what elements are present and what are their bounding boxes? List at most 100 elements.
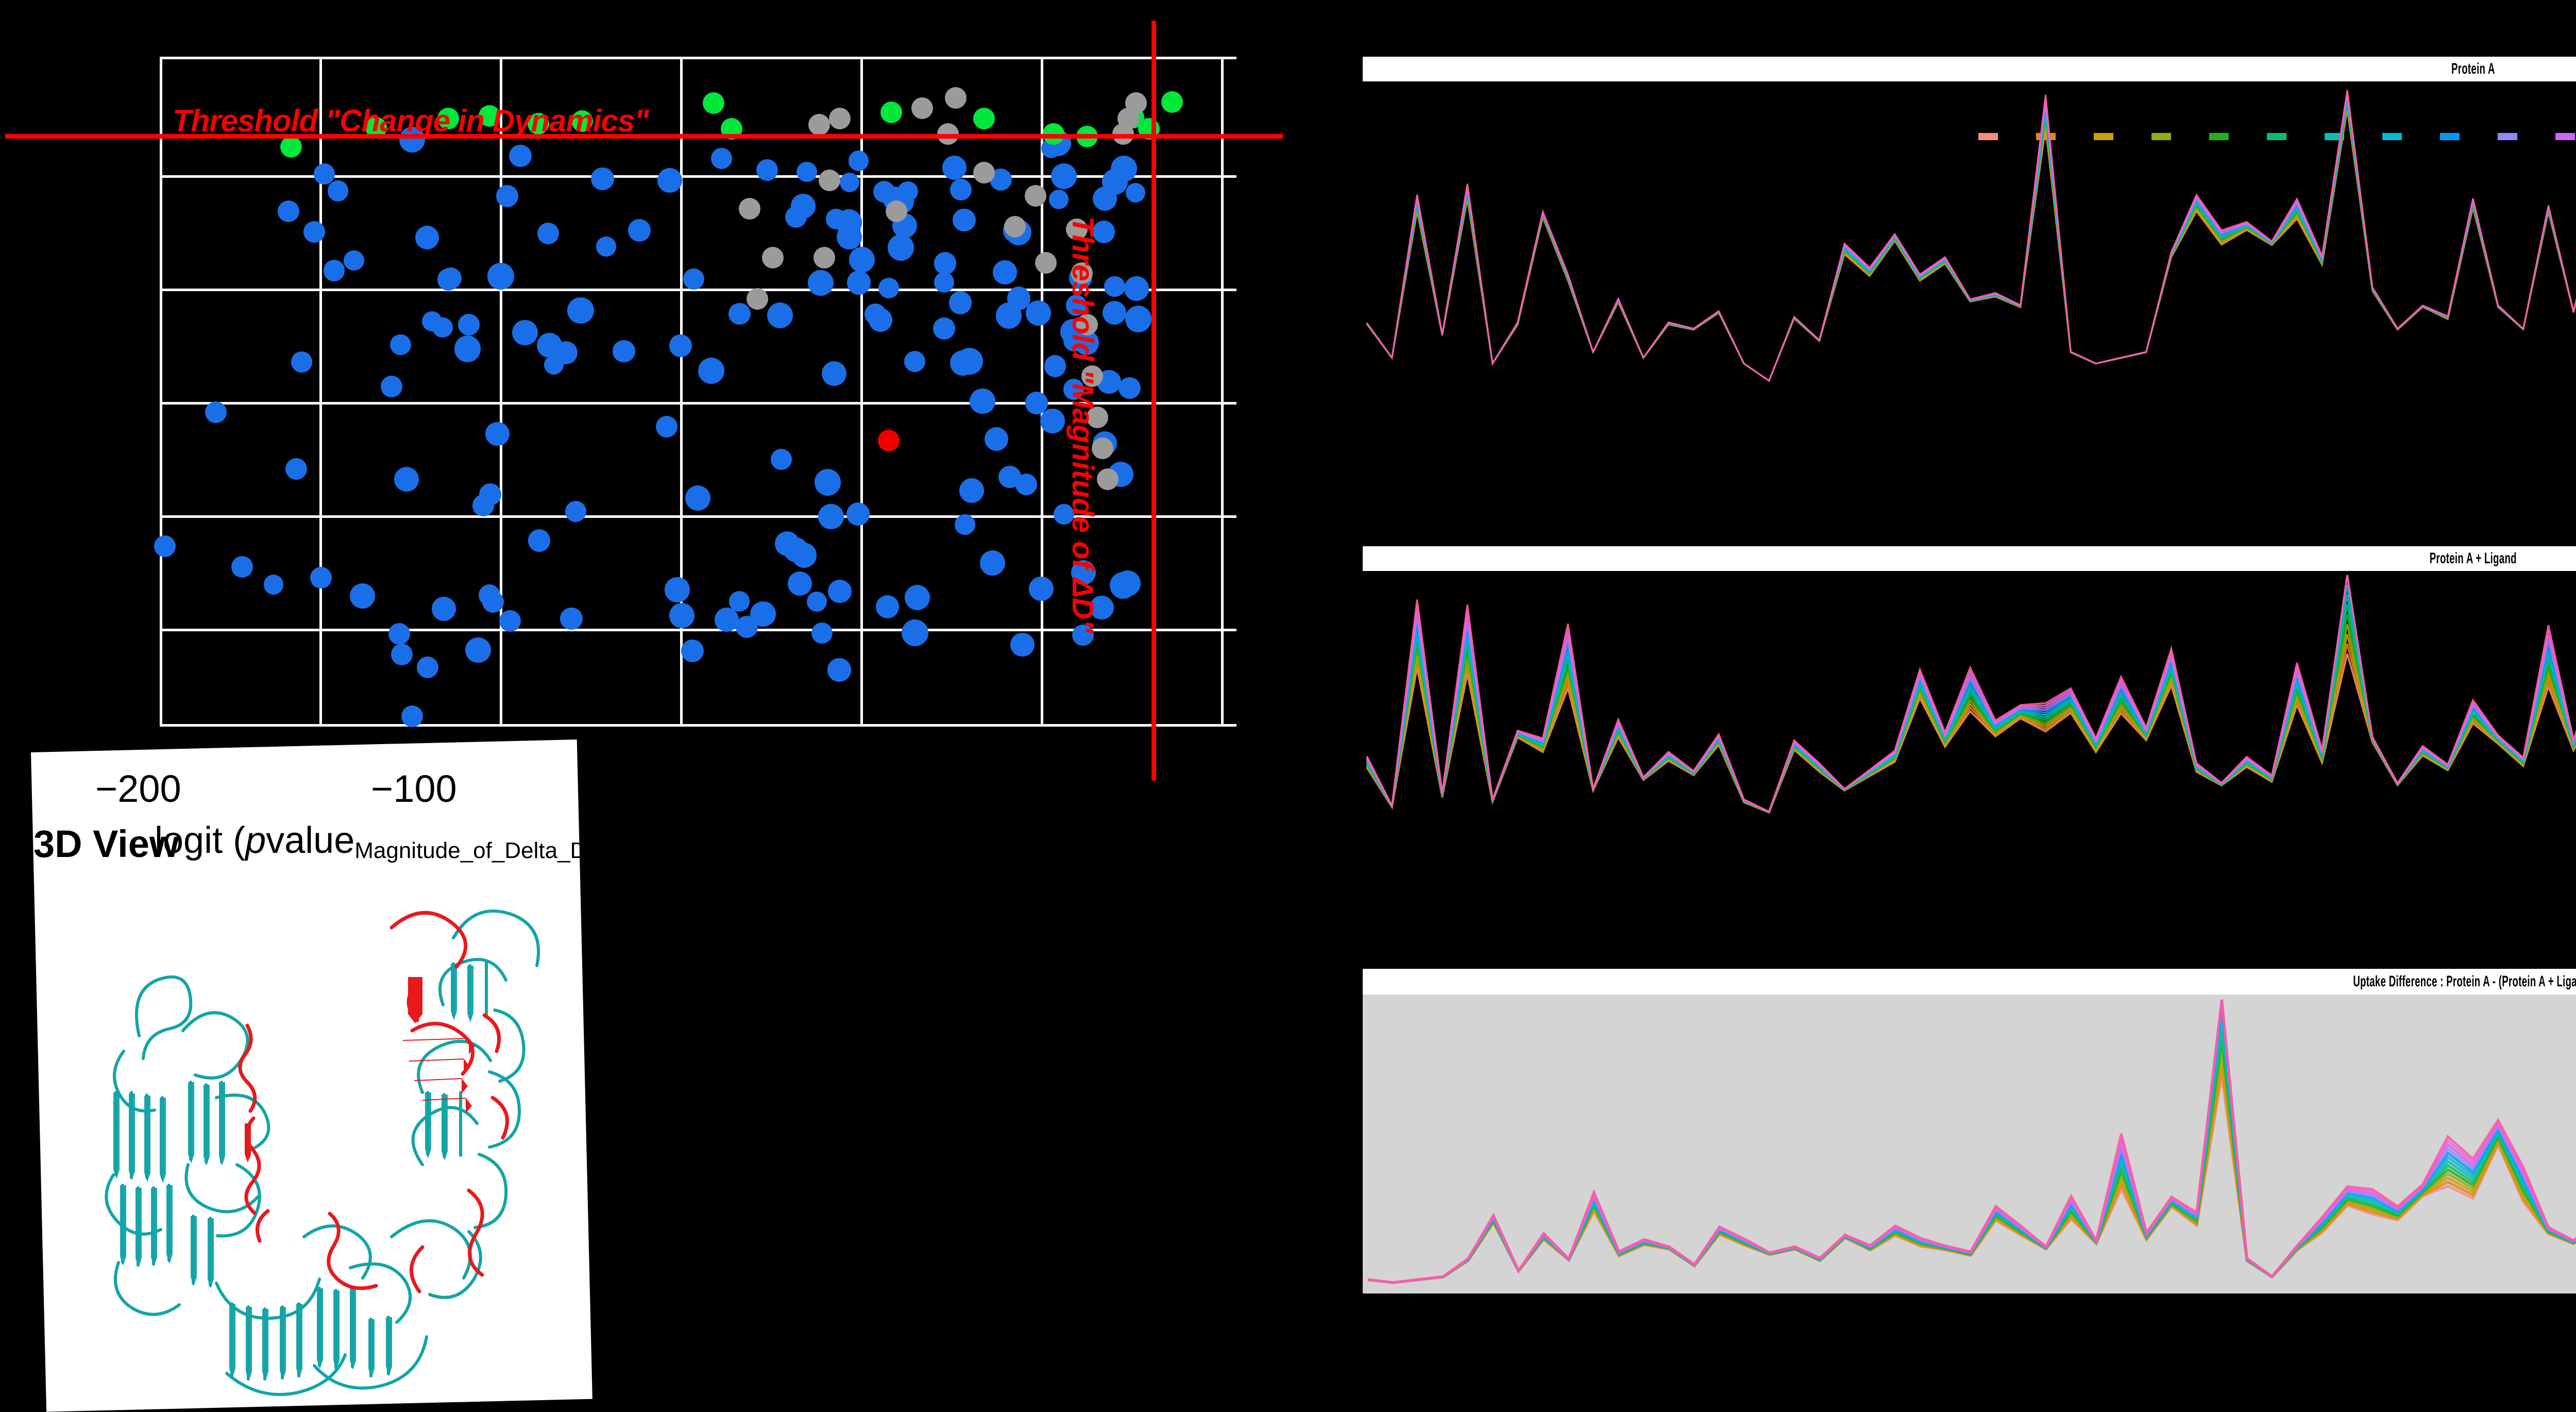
- volcano-point[interactable]: [1044, 355, 1066, 377]
- volcano-point[interactable]: [496, 184, 518, 207]
- volcano-point[interactable]: [703, 92, 724, 114]
- volcano-point[interactable]: [1118, 377, 1141, 399]
- volcano-point[interactable]: [528, 113, 549, 135]
- volcano-point[interactable]: [796, 161, 817, 182]
- volcano-point[interactable]: [285, 458, 307, 480]
- volcano-point[interactable]: [381, 376, 402, 397]
- volcano-point[interactable]: [350, 583, 376, 609]
- volcano-point[interactable]: [1063, 379, 1084, 400]
- volcano-point[interactable]: [808, 114, 830, 136]
- volcano-point[interactable]: [814, 247, 835, 268]
- volcano-point[interactable]: [528, 529, 550, 552]
- volcano-point[interactable]: [839, 172, 860, 193]
- volcano-point[interactable]: [808, 270, 834, 296]
- volcano-point[interactable]: [911, 97, 933, 119]
- volcano-point[interactable]: [747, 288, 768, 310]
- volcano-point[interactable]: [942, 156, 967, 180]
- volcano-point[interactable]: [613, 340, 635, 362]
- volcano-point[interactable]: [591, 167, 614, 191]
- volcano-point[interactable]: [979, 550, 1006, 576]
- volcano-point[interactable]: [973, 108, 995, 129]
- legend-swatch[interactable]: [2267, 133, 2286, 140]
- legend-swatch[interactable]: [2151, 133, 2171, 140]
- volcano-point[interactable]: [959, 478, 984, 503]
- volcano-point[interactable]: [846, 502, 870, 526]
- volcano-point[interactable]: [344, 250, 364, 271]
- volcano-point[interactable]: [509, 144, 532, 167]
- volcano-point[interactable]: [454, 335, 481, 362]
- volcano-point[interactable]: [904, 350, 926, 372]
- legend-swatch[interactable]: [2382, 133, 2402, 140]
- volcano-point[interactable]: [973, 162, 995, 183]
- volcano-point[interactable]: [1025, 185, 1046, 207]
- volcano-point[interactable]: [485, 422, 510, 446]
- volcano-point[interactable]: [537, 222, 560, 245]
- volcano-point[interactable]: [440, 267, 462, 289]
- volcano-point[interactable]: [880, 102, 902, 123]
- volcano-point[interactable]: [431, 596, 456, 621]
- volcano-point[interactable]: [934, 272, 954, 293]
- volcano-point[interactable]: [1040, 409, 1065, 433]
- protein-ribbon-structure[interactable]: [62, 876, 556, 1397]
- volcano-point[interactable]: [806, 592, 827, 612]
- volcano-point[interactable]: [698, 357, 724, 384]
- volcano-point[interactable]: [934, 252, 957, 275]
- volcano-point[interactable]: [728, 591, 750, 612]
- volcano-point[interactable]: [1025, 392, 1048, 415]
- volcano-point[interactable]: [499, 610, 521, 632]
- volcano-point[interactable]: [544, 355, 564, 375]
- volcano-point[interactable]: [897, 181, 918, 201]
- volcano-point[interactable]: [878, 430, 900, 451]
- volcano-point[interactable]: [685, 485, 711, 511]
- volcano-point[interactable]: [399, 126, 426, 153]
- volcano-point[interactable]: [1035, 252, 1057, 274]
- volcano-point[interactable]: [458, 314, 480, 335]
- volcano-point[interactable]: [310, 567, 332, 589]
- volcano-point[interactable]: [1010, 632, 1035, 657]
- volcano-point[interactable]: [437, 108, 459, 129]
- volcano-point[interactable]: [815, 469, 841, 496]
- volcano-point[interactable]: [1161, 91, 1183, 113]
- volcano-point[interactable]: [821, 361, 847, 386]
- volcano-point[interactable]: [956, 348, 983, 375]
- volcano-point[interactable]: [819, 170, 840, 191]
- volcano-point[interactable]: [953, 208, 976, 232]
- legend-swatch[interactable]: [2498, 133, 2517, 140]
- volcano-point[interactable]: [390, 334, 411, 356]
- volcano-point[interactable]: [512, 320, 538, 346]
- volcano-point[interactable]: [323, 260, 345, 281]
- legend-swatch[interactable]: [1978, 133, 1998, 140]
- volcano-point[interactable]: [767, 302, 793, 329]
- volcano-point[interactable]: [1054, 504, 1074, 525]
- volcano-point[interactable]: [785, 206, 807, 228]
- volcano-point[interactable]: [846, 271, 871, 295]
- volcano-point[interactable]: [536, 332, 562, 358]
- volcano-point[interactable]: [681, 640, 704, 663]
- volcano-point[interactable]: [1072, 624, 1094, 646]
- volcano-point[interactable]: [479, 105, 500, 127]
- volcano-point[interactable]: [154, 535, 176, 557]
- volcano-point[interactable]: [770, 448, 792, 470]
- volcano-point[interactable]: [837, 225, 862, 250]
- volcano-plot-area[interactable]: [5, 21, 1283, 781]
- volcano-point[interactable]: [878, 278, 900, 299]
- volcano-point[interactable]: [849, 246, 875, 273]
- volcano-point[interactable]: [657, 168, 683, 193]
- volcano-point[interactable]: [1066, 218, 1088, 240]
- volcano-point[interactable]: [1092, 438, 1113, 459]
- volcano-point[interactable]: [1050, 163, 1077, 190]
- volcano-point[interactable]: [567, 297, 594, 324]
- volcano-point[interactable]: [465, 637, 491, 663]
- volcano-point[interactable]: [1093, 221, 1115, 243]
- legend-swatch[interactable]: [2440, 133, 2460, 140]
- volcano-point[interactable]: [1076, 314, 1098, 335]
- volcano-point[interactable]: [560, 607, 583, 630]
- volcano-point[interactable]: [1125, 306, 1152, 333]
- volcano-point[interactable]: [791, 542, 817, 568]
- volcano-point[interactable]: [714, 607, 739, 632]
- volcano-point[interactable]: [683, 268, 705, 290]
- volcano-point[interactable]: [728, 302, 751, 325]
- volcano-point[interactable]: [278, 200, 299, 222]
- volcano-point[interactable]: [665, 577, 690, 602]
- volcano-point[interactable]: [945, 87, 967, 109]
